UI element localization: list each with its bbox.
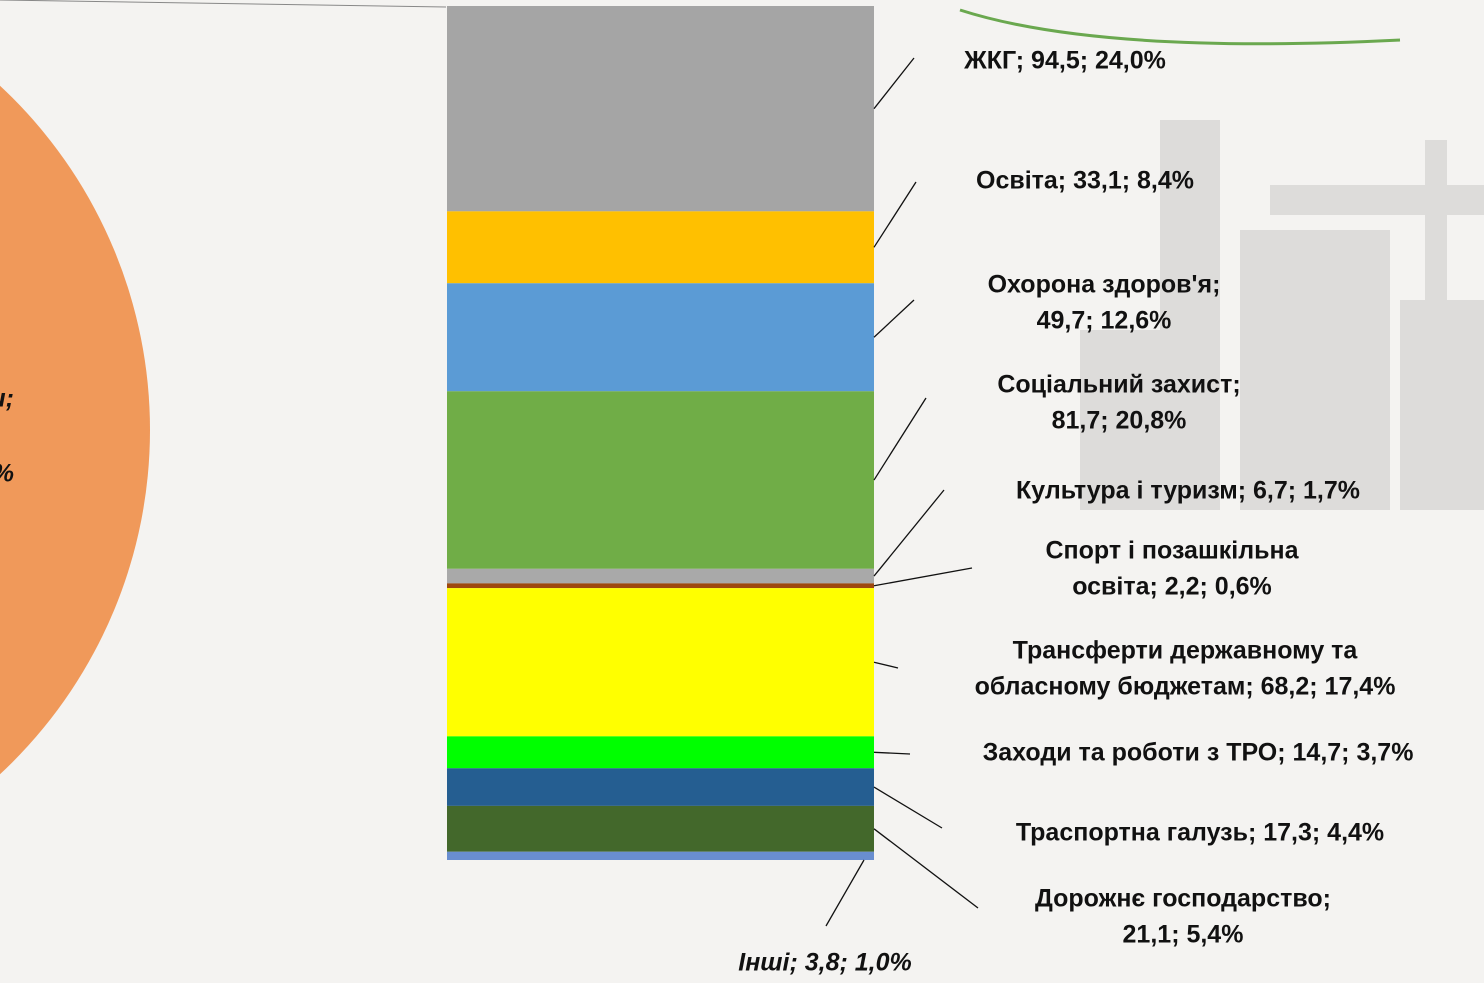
data-label: Інші; 3,8; 1,0% xyxy=(738,949,912,977)
leader-line xyxy=(873,828,979,909)
leader-line xyxy=(873,751,911,755)
data-label: Спорт і позашкільна xyxy=(1045,537,1299,565)
leader-line xyxy=(873,489,945,577)
leader-line xyxy=(825,859,865,927)
data-label: обласному бюджетам; 68,2; 17,4% xyxy=(975,673,1396,701)
data-label: Освіта; 33,1; 8,4% xyxy=(976,167,1194,195)
data-label: Соціальний захист; xyxy=(997,371,1240,399)
pie xyxy=(0,85,150,775)
bar-segment xyxy=(447,768,874,806)
bar-segment xyxy=(447,211,874,284)
bar-segment xyxy=(447,283,874,392)
data-label: освіта; 2,2; 0,6% xyxy=(1072,573,1272,601)
bar-segment xyxy=(447,568,874,584)
data-label: Трансферти державному та xyxy=(1013,637,1359,665)
leader-line xyxy=(873,57,915,110)
data-label: ЖКГ; 94,5; 24,0% xyxy=(963,47,1166,75)
bar-segment xyxy=(447,6,874,212)
leader-line xyxy=(873,661,899,669)
data-label: Дорожнє господарство; xyxy=(1035,885,1331,913)
leader-line xyxy=(873,567,973,587)
data-label: Траспортна галузь; 17,3; 4,4% xyxy=(1016,819,1384,847)
pie-connector xyxy=(0,0,447,8)
pie-label: и; xyxy=(0,385,14,413)
leader-line xyxy=(873,397,927,481)
data-label: 21,1; 5,4% xyxy=(1123,921,1244,949)
leader-line xyxy=(873,299,915,338)
data-label: 49,7; 12,6% xyxy=(1037,307,1172,335)
data-label: Охорона здоров'я; xyxy=(988,271,1221,299)
bar-segment xyxy=(447,391,874,569)
data-label: Культура і туризм; 6,7; 1,7% xyxy=(1016,477,1360,505)
bar-segment xyxy=(447,805,874,852)
bar-segment xyxy=(447,583,874,589)
leader-line xyxy=(873,181,917,248)
bar-segment xyxy=(447,851,874,860)
data-label: Заходи та роботи з ТРО; 14,7; 3,7% xyxy=(983,739,1414,767)
bar-segment xyxy=(447,588,874,737)
leader-line xyxy=(873,786,943,829)
data-label: 81,7; 20,8% xyxy=(1052,407,1187,435)
city-decoration xyxy=(1080,120,1484,510)
bar-segment xyxy=(447,736,874,769)
green-arc xyxy=(959,8,1401,46)
pie-label: % xyxy=(0,460,14,488)
